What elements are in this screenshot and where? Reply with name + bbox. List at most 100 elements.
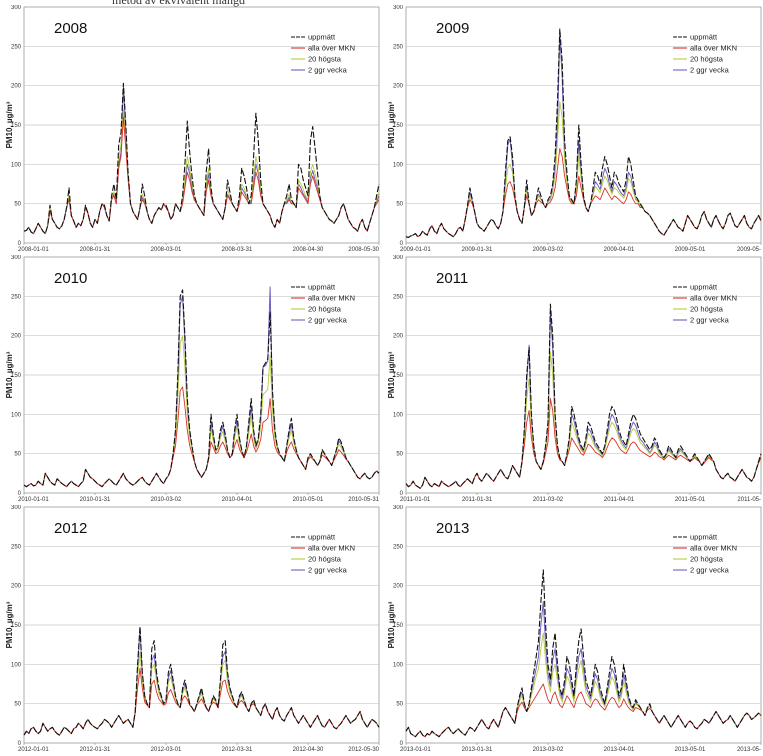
x-tick-label: 2013-05- bbox=[737, 747, 761, 753]
page-header-text: metod av ekvivalent mängd bbox=[112, 0, 245, 7]
y-tick-label: 250 bbox=[393, 44, 404, 50]
legend-entry: alla över MKN bbox=[690, 294, 737, 303]
y-tick-label: 50 bbox=[14, 202, 21, 208]
x-tick-label: 2013-03-02 bbox=[533, 747, 564, 753]
chart-panel-2010: 0 50 100 150 200 250 300 2010-01-01 2010-01-31 20… bbox=[0, 255, 381, 505]
series-line-alla_over_mkn bbox=[405, 683, 762, 738]
series-line-20_hogsta bbox=[23, 652, 380, 736]
y-tick-label: 250 bbox=[11, 294, 22, 300]
legend-entry: 20 högsta bbox=[308, 305, 342, 314]
y-tick-label: 100 bbox=[393, 662, 404, 668]
x-tick-label: 2012-03-01 bbox=[151, 747, 182, 753]
year-annotation: 2011 bbox=[436, 270, 468, 287]
legend-entry: 2 ggr vecka bbox=[690, 566, 730, 575]
y-tick-label: 250 bbox=[11, 44, 22, 50]
y-tick-label: 300 bbox=[393, 505, 404, 511]
y-axis-label: PM10, µg/m³ bbox=[5, 601, 14, 648]
x-tick-label: 2011-04-01 bbox=[604, 497, 635, 503]
x-tick-label: 2012-04-30 bbox=[293, 747, 324, 753]
y-tick-label: 150 bbox=[11, 123, 22, 129]
series-line-uppmatt bbox=[405, 28, 762, 239]
legend-entry: uppmätt bbox=[308, 33, 336, 42]
series-line-20_hogsta bbox=[405, 632, 762, 738]
series-line-20_hogsta bbox=[405, 350, 762, 489]
legend-entry: 20 högsta bbox=[308, 555, 342, 564]
x-tick-label: 2010-05-01 bbox=[293, 497, 324, 503]
chart-svg-2011: 0 50 100 150 200 250 300 2011-01-01 2011-01-31 20… bbox=[387, 255, 762, 503]
year-annotation: 2013 bbox=[436, 520, 469, 537]
y-tick-label: 200 bbox=[393, 84, 404, 90]
year-annotation: 2010 bbox=[54, 270, 87, 287]
x-tick-label: 2010-01-01 bbox=[18, 497, 49, 503]
x-tick-label: 2013-05-01 bbox=[675, 747, 706, 753]
y-tick-label: 150 bbox=[11, 623, 22, 629]
x-tick-label: 2013-01-01 bbox=[400, 747, 431, 753]
chart-panel-2013: 0 50 100 150 200 250 300 2013-01-01 2013-01-31 20… bbox=[382, 505, 763, 755]
y-tick-label: 200 bbox=[393, 584, 404, 590]
y-tick-label: 300 bbox=[393, 255, 404, 261]
y-tick-label: 300 bbox=[393, 5, 404, 11]
chart-svg-2013: 0 50 100 150 200 250 300 2013-01-01 2013-01-31 20… bbox=[387, 505, 762, 753]
y-tick-label: 200 bbox=[11, 584, 22, 590]
legend-entry: 2 ggr vecka bbox=[690, 66, 730, 75]
series-line-uppmatt bbox=[23, 289, 380, 488]
series-line-20_hogsta bbox=[23, 108, 380, 235]
y-tick-label: 250 bbox=[393, 544, 404, 550]
series-line-uppmatt bbox=[23, 82, 380, 235]
chart-panel-2008: 0 50 100 150 200 250 300 2008-01-01 2008-01-31 20… bbox=[0, 5, 381, 255]
x-tick-label: 2010-03-02 bbox=[151, 497, 182, 503]
x-tick-label: 2009-01-31 bbox=[462, 247, 493, 253]
legend-entry: uppmätt bbox=[690, 33, 718, 42]
y-axis-label: PM10, µg/m³ bbox=[387, 351, 396, 398]
y-tick-label: 50 bbox=[396, 202, 403, 208]
series-line-uppmatt bbox=[405, 303, 762, 489]
chart-panel-2012: 0 50 100 150 200 250 300 2012-01-01 2012-01-31 20… bbox=[0, 505, 381, 755]
x-tick-label: 2011-05- bbox=[737, 497, 761, 503]
legend-entry: 20 högsta bbox=[690, 555, 724, 564]
y-tick-label: 50 bbox=[14, 452, 21, 458]
legend-entry: 2 ggr vecka bbox=[308, 316, 348, 325]
y-tick-label: 250 bbox=[11, 544, 22, 550]
series-line-20_hogsta bbox=[405, 100, 762, 238]
y-tick-label: 150 bbox=[393, 623, 404, 629]
legend-entry: uppmätt bbox=[690, 533, 718, 542]
legend-entry: 2 ggr vecka bbox=[308, 566, 348, 575]
x-tick-label: 2009-05- bbox=[737, 247, 761, 253]
legend-entry: 20 högsta bbox=[690, 55, 724, 64]
x-tick-label: 2011-01-31 bbox=[462, 497, 493, 503]
y-tick-label: 100 bbox=[11, 412, 22, 418]
x-tick-label: 2009-03-02 bbox=[533, 247, 564, 253]
legend-entry: alla över MKN bbox=[308, 544, 355, 553]
y-axis-label: PM10, µg/m³ bbox=[387, 601, 396, 648]
x-tick-label: 2011-03-02 bbox=[533, 497, 564, 503]
y-tick-label: 200 bbox=[11, 334, 22, 340]
chart-panel-2011: 0 50 100 150 200 250 300 2011-01-01 2011-01-31 20… bbox=[382, 255, 763, 505]
legend-entry: alla över MKN bbox=[690, 44, 737, 53]
y-tick-label: 100 bbox=[393, 162, 404, 168]
x-tick-label: 2008-03-01 bbox=[151, 247, 182, 253]
legend-entry: uppmätt bbox=[308, 533, 336, 542]
legend-entry: 2 ggr vecka bbox=[690, 316, 730, 325]
y-tick-label: 100 bbox=[11, 162, 22, 168]
y-tick-label: 300 bbox=[11, 255, 22, 261]
x-tick-label: 2012-05-30 bbox=[348, 747, 379, 753]
x-tick-label: 2009-04-01 bbox=[604, 247, 635, 253]
y-tick-label: 0 bbox=[18, 241, 22, 247]
year-annotation: 2008 bbox=[54, 20, 87, 37]
legend-entry: 2 ggr vecka bbox=[308, 66, 348, 75]
year-annotation: 2009 bbox=[436, 20, 469, 37]
series-line-2_ggr_vecka bbox=[405, 600, 762, 738]
x-tick-label: 2012-03-31 bbox=[222, 747, 253, 753]
x-tick-label: 2008-01-31 bbox=[80, 247, 111, 253]
chart-svg-2012: 0 50 100 150 200 250 300 2012-01-01 2012-01-31 20… bbox=[5, 505, 380, 753]
legend-entry: uppmätt bbox=[308, 283, 336, 292]
series-line-alla_over_mkn bbox=[405, 398, 762, 489]
y-tick-label: 200 bbox=[11, 84, 22, 90]
series-line-20_hogsta bbox=[23, 335, 380, 488]
x-tick-label: 2009-01-01 bbox=[400, 247, 431, 253]
y-tick-label: 100 bbox=[393, 412, 404, 418]
series-line-2_ggr_vecka bbox=[405, 311, 762, 489]
y-tick-label: 50 bbox=[396, 702, 403, 708]
chart-svg-2010: 0 50 100 150 200 250 300 2010-01-01 2010-01-31 20… bbox=[5, 255, 380, 503]
y-tick-label: 100 bbox=[11, 662, 22, 668]
